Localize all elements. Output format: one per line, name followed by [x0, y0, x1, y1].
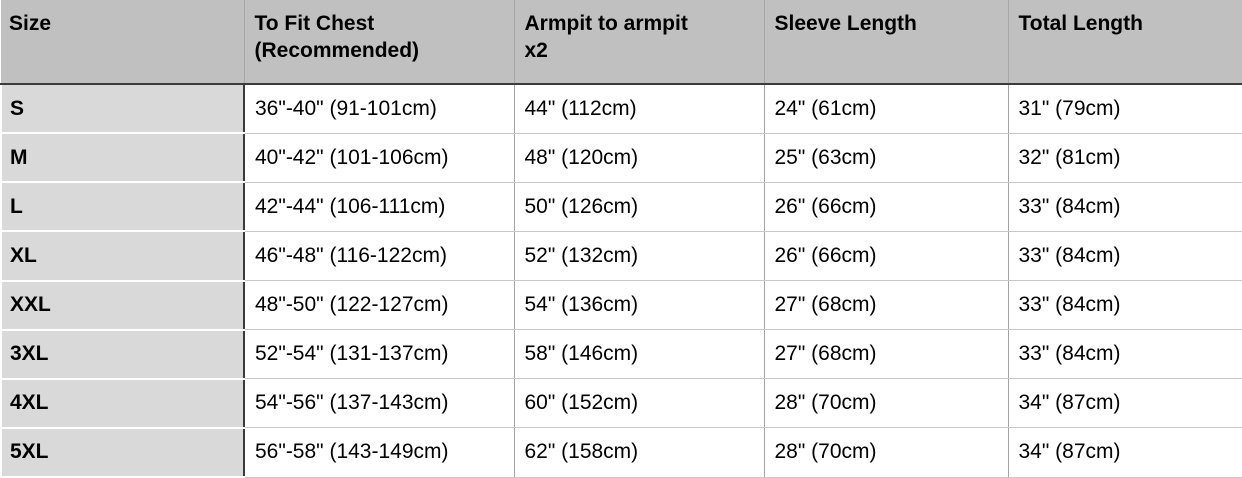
table-row: S 36"-40" (91-101cm) 44" (112cm) 24" (61…	[0, 84, 1242, 135]
row-header: 4XL	[0, 378, 245, 429]
column-header-sleeve: Sleeve Length	[763, 0, 1008, 85]
table-row: 5XL 56"-58" (143-149cm) 62" (158cm) 28" …	[0, 427, 1242, 478]
table-row: XL 46"-48" (116-122cm) 52" (132cm) 26" (…	[0, 231, 1242, 282]
table-cell: 56"-58" (143-149cm)	[243, 427, 514, 478]
table-cell: 40"-42" (101-106cm)	[243, 133, 514, 183]
table-cell: 48"-50" (122-127cm)	[243, 280, 514, 331]
row-header: XL	[0, 231, 245, 282]
table-cell: 33" (84cm)	[1007, 280, 1242, 331]
table-cell: 26" (66cm)	[763, 182, 1008, 232]
table-cell: 36"-40" (91-101cm)	[243, 84, 514, 134]
table-cell: 62" (158cm)	[513, 427, 764, 478]
column-header-total: Total Length	[1007, 0, 1242, 85]
table-cell: 25" (63cm)	[763, 133, 1008, 183]
table-cell: 26" (66cm)	[763, 231, 1008, 282]
table-row: XXL 48"-50" (122-127cm) 54" (136cm) 27" …	[0, 280, 1242, 331]
row-header: S	[0, 84, 245, 135]
table-cell: 34" (87cm)	[1007, 427, 1242, 478]
table-cell: 44" (112cm)	[513, 84, 764, 134]
table-row: 4XL 54"-56" (137-143cm) 60" (152cm) 28" …	[0, 378, 1242, 429]
table-cell: 32" (81cm)	[1007, 133, 1242, 183]
table-cell: 33" (84cm)	[1007, 231, 1242, 282]
table-cell: 48" (120cm)	[513, 133, 764, 183]
table-cell: 52" (132cm)	[513, 231, 764, 282]
table-row: L 42"-44" (106-111cm) 50" (126cm) 26" (6…	[0, 182, 1242, 233]
row-header: 3XL	[0, 329, 245, 380]
table-cell: 33" (84cm)	[1007, 329, 1242, 380]
table-cell: 27" (68cm)	[763, 280, 1008, 331]
table-row: 3XL 52"-54" (131-137cm) 58" (146cm) 27" …	[0, 329, 1242, 380]
table-cell: 54" (136cm)	[513, 280, 764, 331]
row-header: L	[0, 182, 245, 233]
table-cell: 58" (146cm)	[513, 329, 764, 380]
row-header: XXL	[0, 280, 245, 331]
table-cell: 28" (70cm)	[763, 378, 1008, 429]
row-header: M	[0, 133, 245, 184]
header-row: Size To Fit Chest (Recommended) Armpit t…	[1, 0, 1242, 85]
table-cell: 34" (87cm)	[1007, 378, 1242, 429]
table-cell: 33" (84cm)	[1007, 182, 1242, 232]
table-row: M 40"-42" (101-106cm) 48" (120cm) 25" (6…	[0, 133, 1242, 184]
table-cell: 24" (61cm)	[763, 84, 1008, 134]
column-header-chest: To Fit Chest (Recommended)	[243, 0, 514, 85]
table-cell: 27" (68cm)	[763, 329, 1008, 380]
table-cell: 54"-56" (137-143cm)	[243, 378, 514, 429]
column-header-size: Size	[1, 0, 244, 85]
table-cell: 60" (152cm)	[513, 378, 764, 429]
table-cell: 31" (79cm)	[1007, 84, 1242, 134]
table-cell: 46"-48" (116-122cm)	[243, 231, 514, 282]
table-cell: 50" (126cm)	[513, 182, 764, 232]
row-header: 5XL	[0, 427, 245, 478]
table-cell: 42"-44" (106-111cm)	[243, 182, 514, 232]
column-header-armpit: Armpit to armpit x2	[513, 0, 764, 85]
table-cell: 52"-54" (131-137cm)	[243, 329, 514, 380]
table-cell: 28" (70cm)	[763, 427, 1008, 478]
